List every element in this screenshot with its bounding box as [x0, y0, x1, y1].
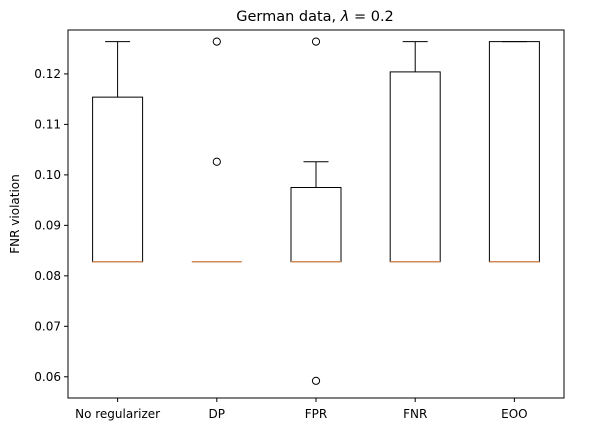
box-iqr [389, 71, 441, 263]
y-axis-label: FNR violation [8, 174, 22, 253]
outlier-point [212, 37, 221, 46]
x-tick-label: DP [209, 407, 225, 421]
y-tick-label: 0.09 [34, 218, 61, 232]
y-tick-label: 0.12 [34, 67, 61, 81]
box-group [191, 37, 242, 263]
y-tick-label: 0.10 [34, 168, 61, 182]
chart-title: German data, λ = 0.2 [236, 9, 394, 25]
box-iqr [92, 96, 144, 263]
x-tick-label: No regularizer [75, 407, 160, 421]
box-group [488, 41, 540, 263]
outlier-point [212, 157, 221, 166]
x-tick-label: FPR [305, 407, 327, 421]
chart-title-suffix: = 0.2 [349, 9, 393, 25]
box-iqr [488, 41, 540, 263]
x-tick-label: FNR [403, 407, 427, 421]
box-group [389, 41, 441, 263]
box-group [290, 37, 342, 385]
plot-area [92, 37, 540, 385]
outlier-point [311, 37, 321, 46]
y-tick-label: 0.08 [34, 269, 61, 283]
chart-title-prefix: German data, [236, 9, 341, 25]
box-group [92, 41, 144, 263]
chart-title-lambda: λ [340, 9, 350, 25]
y-tick-label: 0.11 [34, 117, 61, 131]
x-tick-label: EOO [501, 407, 527, 421]
outlier-point [311, 376, 321, 385]
y-tick-label: 0.06 [34, 370, 61, 384]
box-iqr [290, 186, 342, 263]
y-tick-label: 0.07 [34, 319, 61, 333]
